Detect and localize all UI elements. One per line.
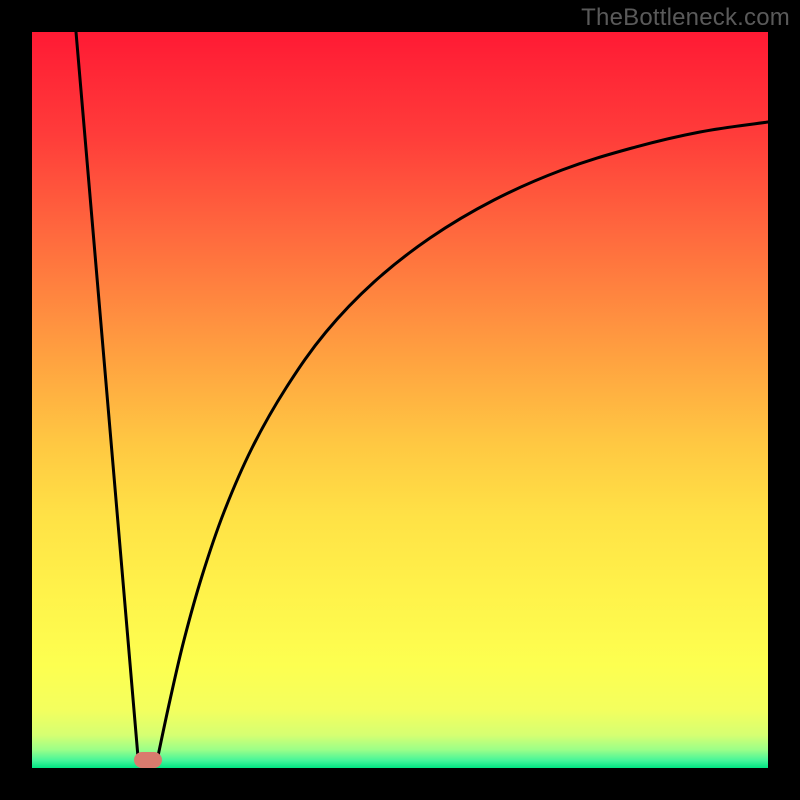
watermark-text: TheBottleneck.com bbox=[581, 4, 790, 32]
bottleneck-chart bbox=[0, 0, 800, 800]
optimal-marker bbox=[134, 752, 162, 768]
chart-container: TheBottleneck.com bbox=[0, 0, 800, 800]
